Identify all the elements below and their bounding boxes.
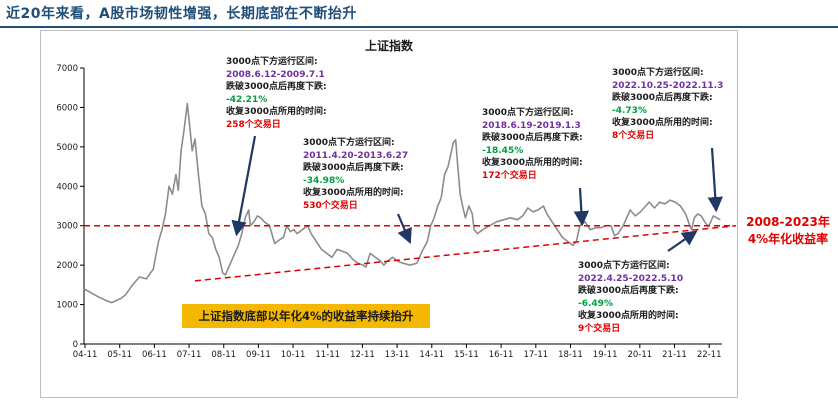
- annotation-period: 2022.10.25-2022.11.3: [612, 80, 724, 91]
- annotation-period: 2011.4.20-2013.6.27: [303, 150, 409, 161]
- y-tick-label: 5000: [56, 143, 78, 153]
- annotation-period: 2008.6.12-2009.7.1: [226, 69, 325, 80]
- annotation-drop-label: 跌破3000点后再度下跌:: [303, 163, 404, 173]
- annotation-2022-apr: 3000点下方运行区间: 2022.4.25-2022.5.10 跌破3000点…: [578, 260, 683, 335]
- chart-frame: [40, 30, 738, 398]
- series-layer: [83, 102, 721, 304]
- right-label-line2: 4%年化收益率: [747, 232, 829, 246]
- x-tick-label: 16-11: [489, 350, 514, 360]
- right-label-line1: 2008-2023年: [746, 215, 830, 229]
- x-tick-label: 05-11: [107, 350, 132, 360]
- annotation-drop-label: 跌破3000点后再度下跌:: [612, 93, 713, 103]
- annotation-2022-oct: 3000点下方运行区间: 2022.10.25-2022.11.3 跌破3000…: [612, 67, 723, 142]
- x-tick-label: 21-11: [662, 350, 687, 360]
- x-tick-label: 20-11: [627, 350, 652, 360]
- x-tick-label: 10-11: [281, 350, 306, 360]
- annotation-arrows: [231, 135, 723, 252]
- x-tick-label: 11-11: [315, 350, 340, 360]
- annotation-arrow: [396, 213, 412, 245]
- annotation-days: 9个交易日: [578, 323, 621, 334]
- x-tick-label: 17-11: [523, 350, 548, 360]
- annotation-days: 530个交易日: [303, 200, 358, 211]
- x-tick-label: 06-11: [142, 350, 167, 360]
- annotation-2008: 3000点下方运行区间: 2008.6.12-2009.7.1 跌破3000点后…: [226, 56, 327, 131]
- annotation-drop-label: 跌破3000点后再度下跌:: [578, 286, 679, 296]
- annotation-recovery-label: 收复3000点所用的时间:: [482, 158, 583, 168]
- chart-title: 上证指数: [365, 38, 414, 53]
- summary-banner: 上证指数底部以年化4%的收益率持续抬升: [182, 304, 430, 328]
- annotation-days: 172个交易日: [482, 170, 537, 181]
- x-tick-label: 18-11: [558, 350, 583, 360]
- annotation-arrow: [667, 230, 698, 252]
- header-bar: 近20年来看，A股市场韧性增强，长期底部在不断抬升: [0, 0, 838, 28]
- header-title: 近20年来看，A股市场韧性增强，长期底部在不断抬升: [6, 6, 357, 22]
- annotation-arrow: [573, 187, 590, 227]
- x-tick-label: 07-11: [177, 350, 202, 360]
- x-tick-label: 19-11: [593, 350, 618, 360]
- annotation-drop: -4.73%: [612, 105, 647, 116]
- x-tick-label: 22-11: [697, 350, 722, 360]
- annotation-heading: 3000点下方运行区间:: [578, 261, 670, 271]
- x-axis: 04-11 05-11 06-11 07-11 08-11 09-11 10-11 11-11…: [73, 343, 722, 360]
- y-tick-label: 6000: [56, 103, 78, 113]
- annotation-heading: 3000点下方运行区间:: [303, 138, 395, 148]
- x-tick-label: 08-11: [211, 350, 236, 360]
- x-tick-label: 14-11: [419, 350, 444, 360]
- y-tick-label: 3000: [56, 222, 78, 232]
- x-tick-label: 12-11: [350, 350, 375, 360]
- annotation-recovery-label: 收复3000点所用的时间:: [612, 118, 713, 128]
- annotation-2018: 3000点下方运行区间: 2018.6.19-2019.1.3 跌破3000点后…: [482, 107, 583, 182]
- annotation-drop-label: 跌破3000点后再度下跌:: [226, 82, 327, 92]
- y-tick-label: 4000: [56, 182, 78, 192]
- annotation-drop: -18.45%: [482, 145, 524, 156]
- annotation-drop: -34.98%: [303, 175, 345, 186]
- annotation-arrow: [231, 135, 257, 237]
- annotation-drop: -6.49%: [578, 298, 613, 309]
- y-axis: 0 1000 2000 3000 4000 5000 6000 7000: [56, 64, 85, 350]
- trend-line: [194, 224, 737, 282]
- x-tick-label: 15-11: [454, 350, 479, 360]
- annotation-recovery-label: 收复3000点所用的时间:: [226, 107, 327, 117]
- annotation-period: 2022.4.25-2022.5.10: [578, 273, 684, 284]
- y-tick-label: 2000: [56, 261, 78, 271]
- annotation-days: 8个交易日: [612, 130, 655, 141]
- x-tick-label: 04-11: [73, 350, 98, 360]
- annotation-drop: -42.21%: [226, 94, 268, 105]
- y-tick-label: 7000: [56, 64, 78, 74]
- annotation-heading: 3000点下方运行区间:: [482, 108, 574, 118]
- annotation-period: 2018.6.19-2019.1.3: [482, 120, 581, 131]
- annotation-recovery-label: 收复3000点所用的时间:: [303, 188, 404, 198]
- reference-lines: [84, 224, 737, 282]
- annualized-return-label: 2008-2023年 4%年化收益率: [740, 214, 836, 248]
- annotation-days: 258个交易日: [226, 119, 281, 130]
- annotation-drop-label: 跌破3000点后再度下跌:: [482, 133, 583, 143]
- index-series-line: [83, 102, 721, 304]
- annotation-heading: 3000点下方运行区间:: [612, 68, 704, 78]
- annotation-heading: 3000点下方运行区间:: [226, 57, 318, 67]
- x-tick-label: 13-11: [385, 350, 410, 360]
- x-tick-label: 09-11: [246, 350, 271, 360]
- y-tick-label: 0: [73, 340, 78, 350]
- y-tick-label: 1000: [56, 301, 78, 311]
- annotation-2011: 3000点下方运行区间: 2011.4.20-2013.6.27 跌破3000点…: [303, 137, 408, 212]
- annotation-recovery-label: 收复3000点所用的时间:: [578, 311, 679, 321]
- annotation-arrow: [707, 147, 723, 213]
